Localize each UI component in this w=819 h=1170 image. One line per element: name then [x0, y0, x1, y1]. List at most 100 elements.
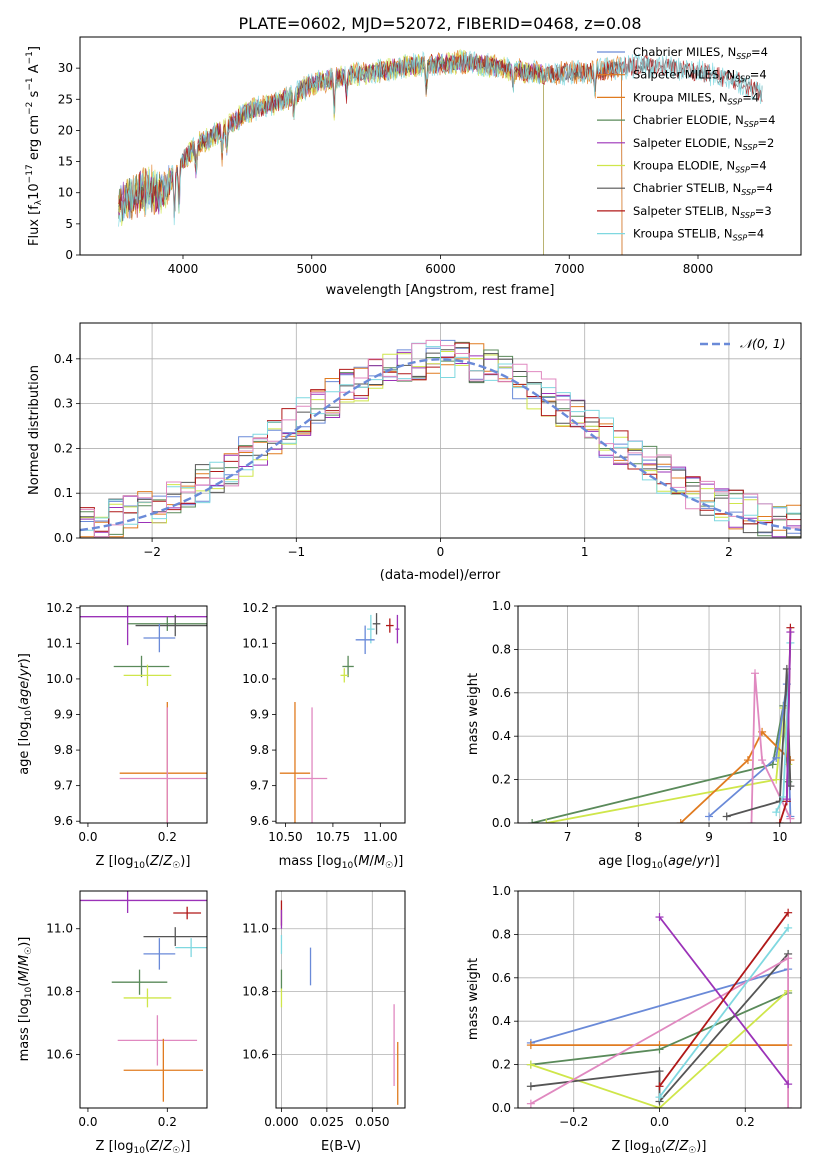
residual-histogram-panel: −2 −1 0 1 2 0.0 0.1 0.2 0.3 0.4 (data-model)/erro…: [27, 322, 802, 583]
x-tick-label: 0.000: [264, 1115, 298, 1129]
weight-line: [750, 673, 792, 823]
x-tick-label: 5000: [296, 262, 327, 276]
legend-label: Salpeter MILES, NSSP=4: [633, 68, 767, 84]
age-vs-metallicity-xlabel: Z [log10(Z/Z☉)]: [96, 854, 191, 871]
y-tick-label: 0.4: [54, 352, 73, 366]
weight-vs-metallicity-xlabel: Z [log10(Z/Z☉)]: [612, 1139, 707, 1156]
y-tick-label: 10: [58, 186, 73, 200]
spectrum-ylabel: Flux [fλ10−17 erg cm−2 s−1 A−1]: [25, 46, 44, 246]
y-tick-label: 9.9: [54, 708, 73, 722]
y-tick-label: 9.6: [54, 814, 73, 828]
x-tick-label: −0.2: [559, 1115, 588, 1129]
y-tick-label: 10.0: [46, 672, 73, 686]
histogram-step: [80, 339, 801, 538]
x-tick-label: 0.0: [78, 1115, 97, 1129]
weight-vs-metallicity-panel: −0.2 0.0 0.2 0.0 0.2 0.4 0.6 0.8 1.0 Z [log10(Z/…: [466, 884, 802, 1156]
mass-vs-metallicity-ylabel: mass [log10(M/M☉)]: [17, 937, 34, 1062]
x-tick-label: 7000: [554, 262, 585, 276]
spectrum-line: [118, 53, 763, 219]
x-tick-label: 0.0: [650, 1115, 669, 1129]
histogram-xlabel: (data-model)/error: [380, 568, 501, 583]
y-tick-label: 10.6: [242, 1048, 269, 1062]
y-tick-label: 10.6: [46, 1048, 73, 1062]
y-tick-label: 10.0: [242, 672, 269, 686]
y-tick-label: 0.0: [492, 816, 511, 830]
weight-vs-metallicity-ylabel: mass weight: [466, 958, 481, 1040]
y-tick-label: 0.6: [492, 686, 511, 700]
y-tick-label: 11.0: [46, 922, 73, 936]
y-tick-label: 30: [58, 61, 73, 75]
age-vs-mass-xlabel: mass [log10(M/M☉)]: [279, 854, 404, 871]
legend-label: 𝒩(0, 1): [740, 336, 786, 351]
x-tick-label: 8000: [683, 262, 714, 276]
weight-line: [530, 968, 789, 1044]
figure-title: PLATE=0602, MJD=52072, FIBERID=0468, z=0…: [238, 14, 641, 33]
y-tick-label: 0.2: [492, 1058, 511, 1072]
x-tick-label: 0.2: [158, 1115, 177, 1129]
y-tick-label: 0.4: [492, 1014, 511, 1028]
x-tick-label: 10: [772, 830, 787, 844]
y-tick-label: 0.0: [492, 1101, 511, 1115]
x-tick-label: 0.2: [736, 1115, 755, 1129]
y-tick-label: 0.1: [54, 486, 73, 500]
y-tick-label: 5: [65, 217, 73, 231]
legend-label: Salpeter ELODIE, NSSP=2: [633, 136, 774, 152]
x-tick-label: −1: [287, 545, 305, 559]
y-tick-label: 10.2: [242, 601, 269, 615]
y-tick-label: 9.7: [54, 779, 73, 793]
y-tick-label: 0.8: [492, 642, 511, 656]
x-tick-label: 7: [564, 830, 572, 844]
y-tick-label: 0.2: [54, 441, 73, 455]
legend-label: Chabrier MILES, NSSP=4: [633, 45, 768, 61]
legend-label: Kroupa STELIB, NSSP=4: [633, 227, 764, 243]
x-tick-label: 10.50: [268, 830, 302, 844]
weight-vs-age-panel: 7 8 9 10 0.0 0.2 0.4 0.6 0.8 1.0 age [log10(age/y…: [466, 599, 802, 871]
x-tick-label: 11.00: [363, 830, 397, 844]
y-tick-label: 10.1: [242, 636, 269, 650]
weight-line: [680, 730, 792, 823]
spectrum-panel: 4000 5000 6000 7000 8000 0 5 10 15 20 25 30 wavelen…: [25, 36, 802, 298]
x-tick-label: 0.050: [355, 1115, 389, 1129]
y-tick-label: 11.0: [242, 922, 269, 936]
normal-curve: [80, 358, 801, 532]
weight-vs-age-xlabel: age [log10(age/yr)]: [598, 854, 720, 871]
age-vs-metallicity-ylabel: age [log10(age/yr)]: [17, 653, 34, 775]
weight-line: [658, 927, 789, 1098]
x-tick-label: 0.2: [158, 830, 177, 844]
y-tick-label: 9.8: [54, 743, 73, 757]
age-vs-mass-panel: 10.50 10.75 11.009.69.79.89.910.010.110.2 …: [242, 601, 406, 871]
weight-line: [658, 912, 789, 1087]
y-tick-label: 10.1: [46, 636, 73, 650]
y-tick-label: 20: [58, 123, 73, 137]
x-tick-label: 2: [725, 545, 733, 559]
legend-label: Chabrier ELODIE, NSSP=4: [633, 113, 775, 129]
x-tick-label: 10.75: [316, 830, 350, 844]
y-tick-label: 9.8: [250, 743, 269, 757]
weight-vs-age-ylabel: mass weight: [466, 673, 481, 755]
weight-line: [785, 631, 792, 800]
age-vs-metallicity-panel: 0.0 0.2 9.6 9.7 9.8 9.9 10.0 10.1 10.2 Z [log10(…: [17, 601, 208, 871]
spectrum-line: [118, 49, 763, 227]
y-tick-label: 0.8: [492, 927, 511, 941]
mass-vs-extinction-axes-frame: [275, 890, 406, 1109]
y-tick-label: 10.8: [46, 985, 73, 999]
y-tick-label: 25: [58, 92, 73, 106]
x-tick-label: 0.025: [310, 1115, 344, 1129]
y-tick-label: 0.3: [54, 397, 73, 411]
x-tick-label: 9: [705, 830, 713, 844]
x-tick-label: 8: [634, 830, 642, 844]
y-tick-label: 0.0: [54, 531, 73, 545]
y-tick-label: 1.0: [492, 884, 511, 898]
mass-vs-extinction-panel: 0.000 0.025 0.050 10.6 10.8 11.0 E(B-V): [242, 890, 406, 1154]
weight-vs-age-axes-frame: [517, 605, 802, 824]
legend-label: Kroupa ELODIE, NSSP=4: [633, 159, 767, 175]
y-tick-label: 0.6: [492, 971, 511, 985]
legend-label: Chabrier STELIB, NSSP=4: [633, 181, 773, 197]
y-tick-label: 9.9: [250, 708, 269, 722]
y-tick-label: 10.8: [242, 985, 269, 999]
y-tick-label: 9.7: [250, 779, 269, 793]
spectrum-xlabel: wavelength [Angstrom, rest frame]: [326, 283, 555, 298]
x-tick-label: 0.0: [78, 830, 97, 844]
